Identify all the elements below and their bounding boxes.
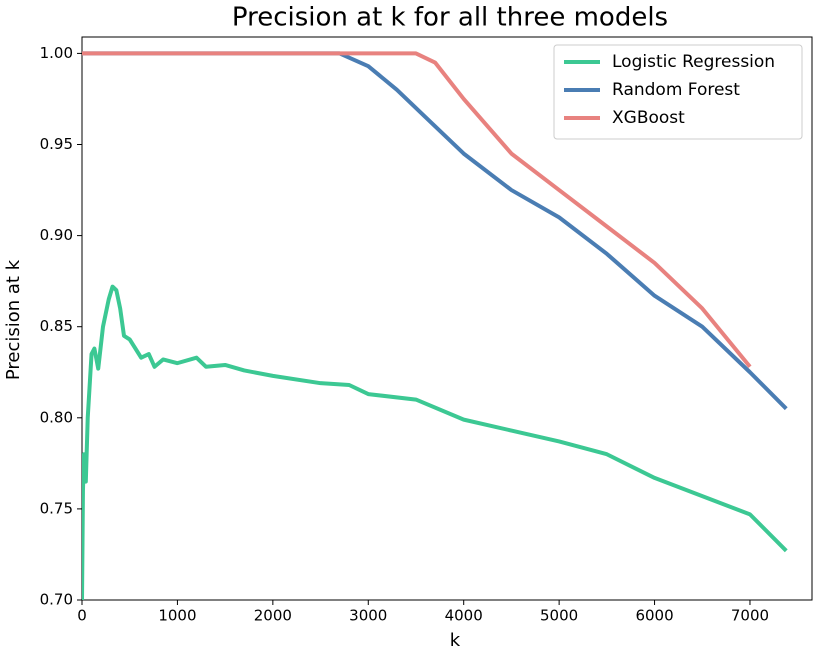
x-tick-label: 5000: [540, 607, 578, 625]
y-tick-label: 1.00: [40, 44, 73, 62]
y-tick-label: 0.90: [40, 226, 73, 244]
x-axis-label: k: [450, 630, 461, 650]
y-tick-label: 0.75: [40, 499, 73, 517]
line: [82, 51, 788, 411]
y-axis-label: Precision at k: [3, 259, 24, 380]
x-tick-label: 2000: [254, 607, 292, 625]
x-tick-label: 7000: [731, 607, 769, 625]
legend-label: Random Forest: [612, 80, 740, 100]
x-tick-label: 6000: [635, 607, 673, 625]
x-tick-label: 0: [77, 607, 87, 625]
y-tick-label: 0.80: [40, 408, 73, 426]
plot-area: [81, 36, 813, 601]
chart-title: Precision at k for all three models: [232, 3, 668, 33]
x-tick-label: 4000: [445, 607, 483, 625]
x-tick-label: 3000: [349, 607, 387, 625]
legend-label: Logistic Regression: [612, 52, 775, 72]
x-tick-label: 1000: [158, 607, 196, 625]
y-tick-label: 0.70: [40, 591, 73, 609]
line: [82, 51, 752, 369]
y-tick-label: 0.95: [40, 135, 73, 153]
line: [82, 284, 788, 600]
legend-box: [553, 44, 803, 140]
legend-label: XGBoost: [612, 108, 685, 128]
y-tick-label: 0.85: [40, 317, 73, 335]
